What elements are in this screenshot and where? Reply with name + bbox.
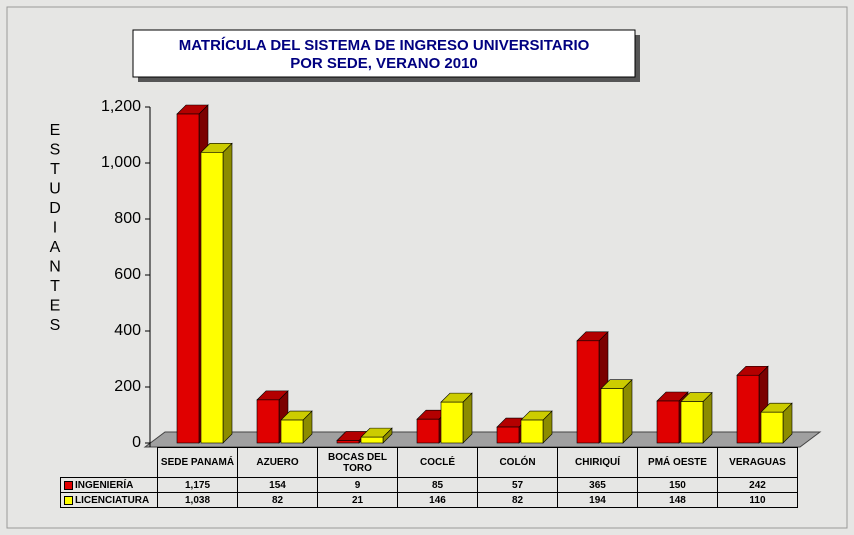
bar-face: [520, 419, 544, 444]
bar-face: [576, 340, 600, 444]
bar-face: [176, 113, 200, 444]
bar-face: [440, 401, 464, 444]
data-value: 85: [397, 477, 478, 493]
bar: [256, 390, 289, 444]
data-value: 146: [397, 492, 478, 508]
cell-text: 148: [669, 494, 686, 506]
bar-face: [222, 142, 233, 444]
y-tick-label: 600: [114, 266, 141, 283]
cell-text: 242: [749, 479, 766, 491]
legend-label: LICENCIATURA: [75, 494, 150, 506]
data-value: 57: [477, 477, 558, 493]
cell-text: AZUERO: [256, 457, 299, 468]
cell-text: PMÁ OESTE: [648, 457, 707, 468]
bar-face: [600, 388, 624, 444]
bar: [576, 331, 609, 444]
data-value: 82: [477, 492, 558, 508]
cell-text: 82: [271, 494, 284, 506]
bar-face: [416, 418, 440, 444]
bar: [600, 378, 633, 444]
data-value: 9: [317, 477, 398, 493]
frame: [6, 6, 848, 529]
bar-face: [760, 411, 784, 444]
cell-text: 82: [511, 494, 524, 506]
data-value: 154: [237, 477, 318, 493]
legend-entry: LICENCIATURA: [60, 492, 158, 508]
category-label: CHIRIQUÍ: [557, 447, 638, 478]
floor: [143, 431, 822, 448]
data-value: 82: [237, 492, 318, 508]
cell-text: 85: [431, 479, 444, 491]
data-value: 194: [557, 492, 638, 508]
bar-face: [622, 378, 633, 444]
category-label: COCLÉ: [397, 447, 478, 478]
data-value: 365: [557, 477, 638, 493]
bar: [760, 402, 793, 444]
y-tick-label: 1,000: [101, 154, 141, 171]
category-label: SEDE PANAMÁ: [157, 447, 238, 478]
legend-entry: INGENIERÍA: [60, 477, 158, 493]
category-label: VERAGUAS: [717, 447, 798, 478]
cell-text: 1,038: [184, 494, 211, 506]
title-box: [132, 29, 636, 78]
bar-face: [496, 426, 520, 444]
y-tick-label: 800: [114, 210, 141, 227]
legend-swatch: [64, 480, 73, 490]
cell-text: 21: [351, 494, 364, 506]
cell-text: VERAGUAS: [729, 457, 786, 468]
cell-text: 365: [589, 479, 606, 491]
bar-face: [680, 401, 704, 444]
cell-text: COLÓN: [499, 457, 536, 468]
chart-title: MATRÍCULA DEL SISTEMA DE INGRESO UNIVERS…: [179, 37, 590, 54]
cell-text: 146: [429, 494, 446, 506]
cell-text: 154: [269, 479, 286, 491]
cell-text: BOCAS DEL TORO: [328, 451, 387, 474]
bar: [680, 391, 713, 444]
cell-text: 150: [669, 479, 686, 491]
bar-face: [360, 436, 384, 444]
data-value: 242: [717, 477, 798, 493]
cell-text: SEDE PANAMÁ: [160, 457, 235, 468]
bar-face: [256, 399, 280, 444]
cell-text: 1,175: [184, 479, 211, 491]
data-value: 1,175: [157, 477, 238, 493]
bar-face: [736, 374, 760, 444]
bar: [520, 410, 553, 444]
bar-face: [336, 440, 360, 444]
bar-face: [656, 400, 680, 444]
y-tick-label: 0: [132, 434, 141, 451]
data-value: 148: [637, 492, 718, 508]
category-label: PMÁ OESTE: [637, 447, 718, 478]
chart-title: POR SEDE, VERANO 2010: [290, 55, 478, 72]
data-value: 110: [717, 492, 798, 508]
bar-face: [280, 419, 304, 444]
legend-swatch: [64, 495, 73, 505]
data-value: 1,038: [157, 492, 238, 508]
y-tick-label: 1,200: [101, 98, 141, 115]
bar: [440, 392, 473, 444]
bar: [200, 142, 233, 444]
cell-text: 57: [511, 479, 524, 491]
bar-face: [200, 152, 224, 444]
cell-text: 110: [749, 494, 766, 506]
category-label: COLÓN: [477, 447, 558, 478]
y-tick-label: 200: [114, 378, 141, 395]
bar: [360, 427, 393, 444]
cell-text: 194: [589, 494, 606, 506]
category-label: BOCAS DEL TORO: [317, 447, 398, 478]
cell-text: 9: [354, 479, 361, 491]
category-label: AZUERO: [237, 447, 318, 478]
cell-text: CHIRIQUÍ: [575, 457, 620, 468]
legend-label: INGENIERÍA: [75, 479, 134, 491]
bar: [280, 410, 313, 444]
y-tick-label: 400: [114, 322, 141, 339]
data-value: 21: [317, 492, 398, 508]
cell-text: COCLÉ: [420, 457, 455, 468]
data-value: 150: [637, 477, 718, 493]
